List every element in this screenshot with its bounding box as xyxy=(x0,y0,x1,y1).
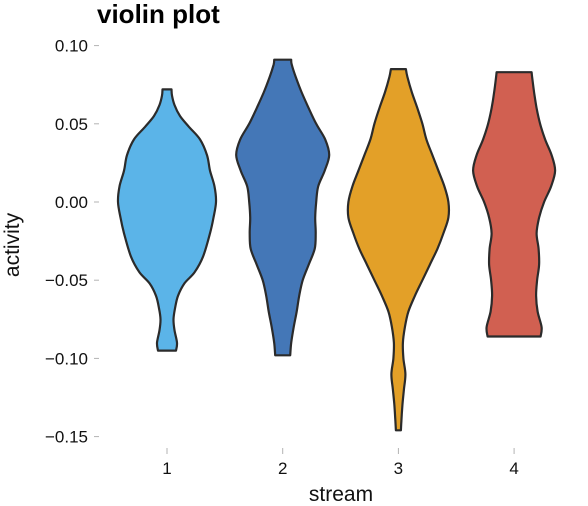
y-tick-label: 0.05 xyxy=(55,115,88,134)
y-tick-label: −0.15 xyxy=(45,428,88,447)
x-tick-label: 2 xyxy=(278,459,287,478)
violin-2 xyxy=(235,58,331,357)
y-tick-label: −0.05 xyxy=(45,271,88,290)
violin-3 xyxy=(346,68,451,432)
y-tick-label: 0.10 xyxy=(55,37,88,56)
x-axis: 1 2 3 4 xyxy=(162,448,519,478)
chart-title: violin plot xyxy=(97,0,220,29)
x-tick-label: 1 xyxy=(162,459,171,478)
x-tick-label: 4 xyxy=(509,459,518,478)
y-tick-label: −0.10 xyxy=(45,349,88,368)
x-tick-label: 3 xyxy=(394,459,403,478)
violins xyxy=(116,58,557,432)
y-tick-label: 0.00 xyxy=(55,193,88,212)
violin-1 xyxy=(116,88,218,352)
y-axis-label: activity xyxy=(1,212,24,277)
y-axis: 0.10 0.05 0.00 −0.05 −0.10 −0.15 xyxy=(45,37,99,447)
x-axis-label: stream xyxy=(309,483,373,506)
violin-4 xyxy=(471,71,557,338)
